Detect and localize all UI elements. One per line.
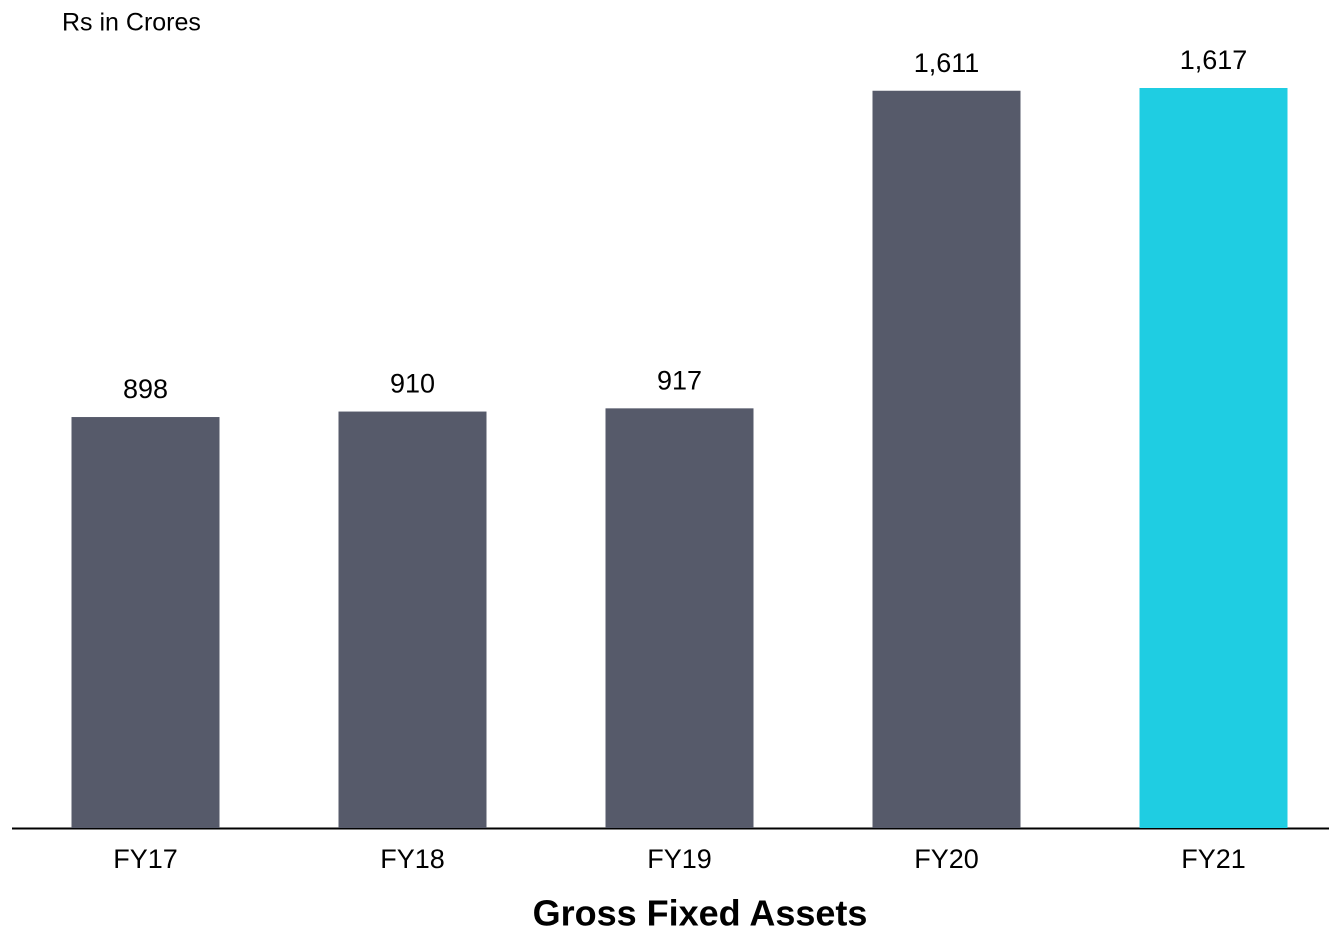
chart-title: Gross Fixed Assets [533,893,868,934]
value-label: 898 [123,374,168,404]
bar [1139,88,1288,828]
x-tick-label: FY21 [1181,844,1246,874]
bar [338,411,487,828]
x-tick-label: FY18 [380,844,445,874]
x-tick-label: FY20 [914,844,979,874]
unit-label: Rs in Crores [62,9,201,37]
value-label: 1,617 [1180,45,1248,75]
value-label: 910 [390,369,435,399]
x-tick-label: FY19 [647,844,712,874]
x-tick-label: FY17 [113,844,178,874]
value-label: 917 [657,365,702,395]
value-label: 1,611 [914,48,980,78]
bar [872,90,1021,828]
bar [71,417,220,828]
bar [605,408,754,828]
